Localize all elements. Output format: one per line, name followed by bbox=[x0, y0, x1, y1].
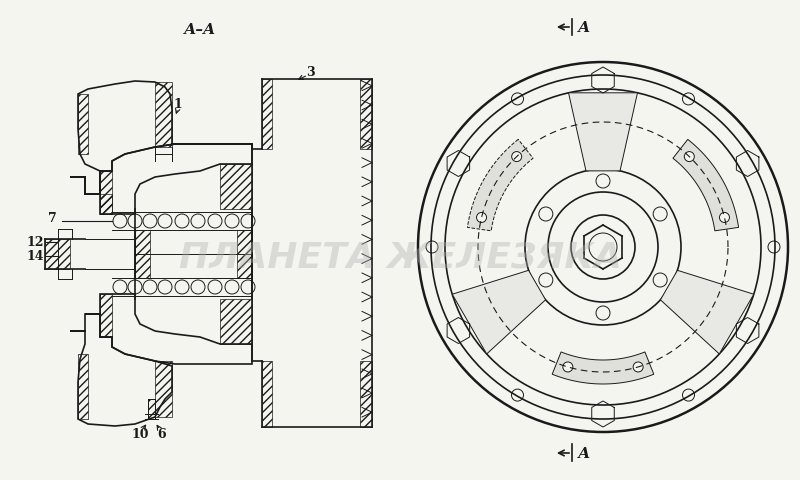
Text: 3: 3 bbox=[306, 65, 314, 78]
Polygon shape bbox=[552, 352, 654, 384]
Polygon shape bbox=[467, 140, 533, 231]
Text: 6: 6 bbox=[158, 428, 166, 441]
Text: 1: 1 bbox=[174, 98, 182, 111]
Text: 14: 14 bbox=[26, 250, 44, 263]
Polygon shape bbox=[569, 94, 638, 171]
Polygon shape bbox=[661, 271, 754, 354]
Circle shape bbox=[512, 152, 522, 162]
Text: ПЛАНЕТА ЖЕЛЕЗЯКА: ПЛАНЕТА ЖЕЛЕЗЯКА bbox=[178, 240, 622, 275]
Circle shape bbox=[477, 213, 486, 223]
Circle shape bbox=[633, 362, 643, 372]
Text: А: А bbox=[578, 21, 590, 35]
Polygon shape bbox=[673, 140, 738, 231]
Text: А–А: А–А bbox=[184, 23, 216, 37]
Circle shape bbox=[563, 362, 573, 372]
Text: А: А bbox=[578, 446, 590, 460]
Text: 7: 7 bbox=[48, 211, 56, 224]
Text: 12: 12 bbox=[26, 236, 44, 249]
Text: 10: 10 bbox=[131, 428, 149, 441]
Circle shape bbox=[719, 213, 730, 223]
Polygon shape bbox=[452, 271, 546, 354]
Circle shape bbox=[684, 152, 694, 162]
